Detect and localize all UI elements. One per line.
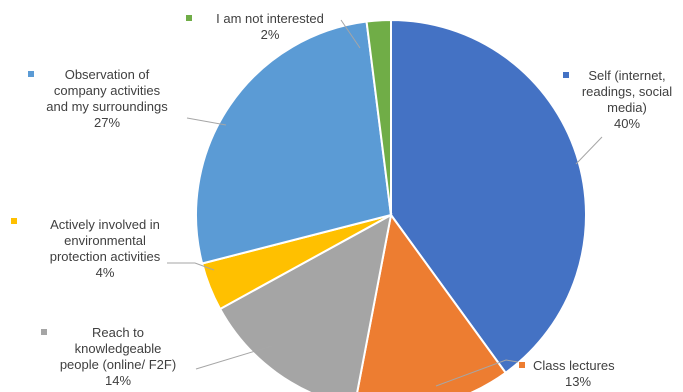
category-label-self: Self (internet, — [588, 68, 665, 83]
label-marker-not-interested — [186, 15, 192, 21]
data-labels: Self (internet,readings, socialmedia)40%… — [11, 11, 672, 389]
pie-slice-observation — [195, 20, 393, 265]
category-label-knowledgeable-people: knowledgeable — [75, 341, 162, 356]
pie-slice-self — [390, 18, 587, 375]
category-label-class-lectures: Class lectures — [533, 358, 615, 373]
category-label-environmental-activities: environmental — [64, 233, 146, 248]
category-label-observation: company activities — [54, 83, 161, 98]
category-label-knowledgeable-people: people (online/ F2F) — [60, 357, 176, 372]
pie-slices — [195, 18, 587, 392]
category-label-self: media) — [607, 100, 647, 115]
leader-line-knowledgeable-people — [195, 345, 273, 370]
label-marker-observation — [28, 71, 34, 77]
leader-line-class-lectures — [435, 359, 519, 387]
leader-line-environmental-activities — [167, 262, 215, 271]
category-label-environmental-activities: protection activities — [50, 249, 161, 264]
label-marker-knowledgeable-people — [41, 329, 47, 335]
category-label-observation: and my surroundings — [46, 99, 168, 114]
pie-slice-not-interested — [365, 18, 392, 216]
category-label-observation: Observation of — [65, 67, 150, 82]
category-label-environmental-activities: Actively involved in — [50, 217, 160, 232]
label-marker-environmental-activities — [11, 218, 17, 224]
pie-slice-knowledgeable-people — [218, 213, 393, 392]
category-label-knowledgeable-people: Reach to — [92, 325, 144, 340]
leader-line-not-interested — [340, 19, 361, 49]
leader-line-self — [575, 136, 603, 165]
leader-lines — [167, 19, 603, 387]
label-marker-self — [563, 72, 569, 78]
leader-line-observation — [186, 117, 227, 126]
value-label-knowledgeable-people: 14% — [105, 373, 131, 388]
value-label-class-lectures: 13% — [565, 374, 591, 389]
pie-slice-class-lectures — [356, 212, 508, 392]
category-label-self: readings, social — [582, 84, 672, 99]
category-label-not-interested: I am not interested — [216, 11, 324, 26]
label-marker-class-lectures — [519, 362, 525, 368]
value-label-not-interested: 2% — [261, 27, 280, 42]
value-label-self: 40% — [614, 116, 640, 131]
value-label-observation: 27% — [94, 115, 120, 130]
value-label-environmental-activities: 4% — [96, 265, 115, 280]
